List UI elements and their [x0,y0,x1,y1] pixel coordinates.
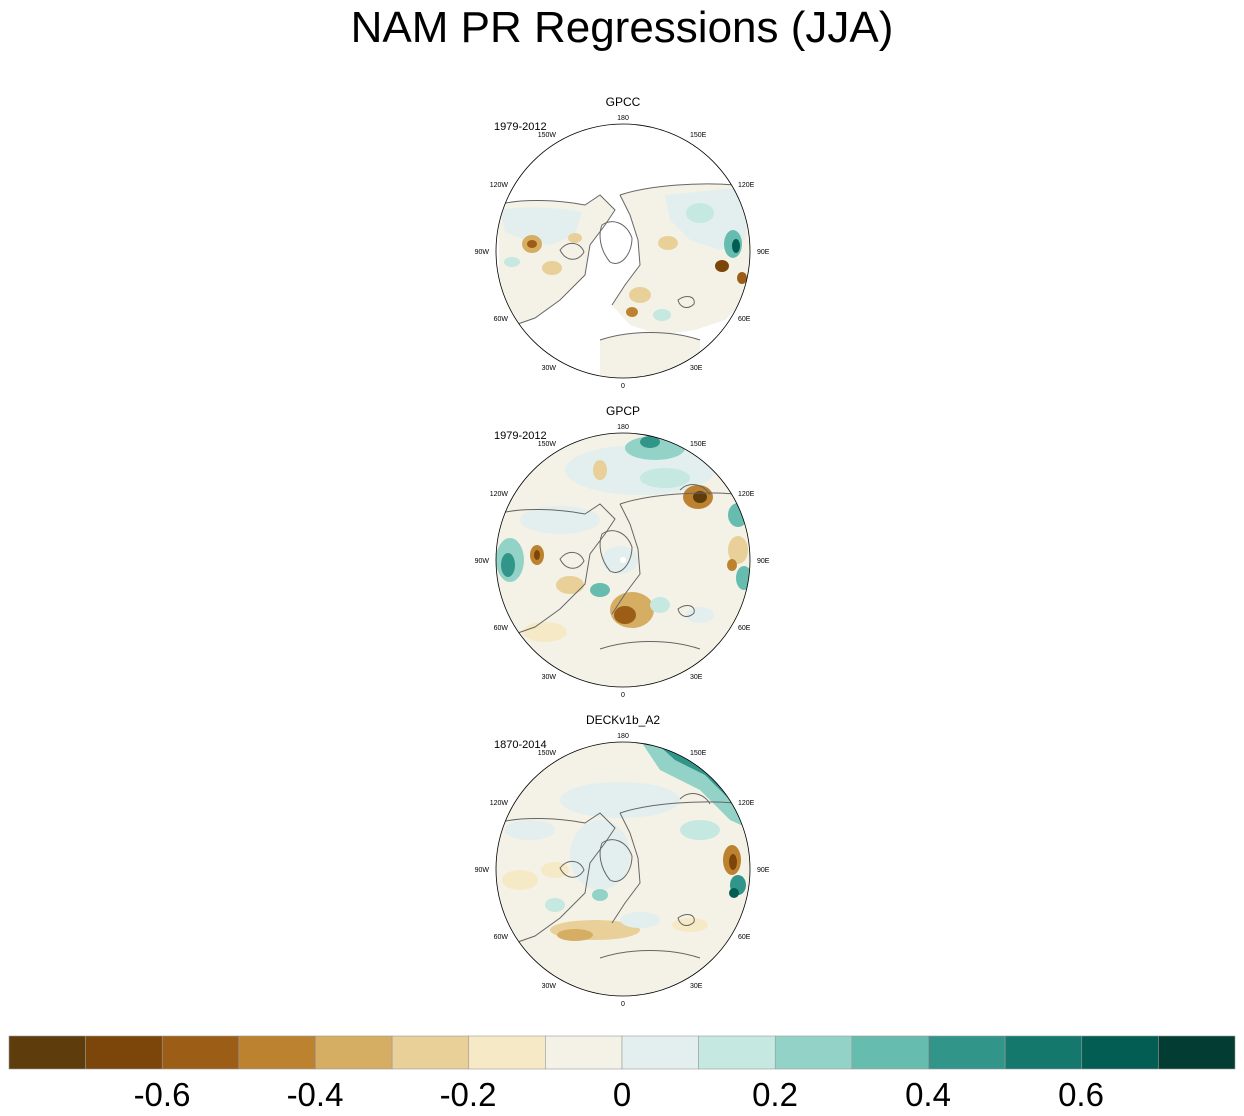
colorbar-tick-label: -0.2 [440,1076,497,1113]
lon-label: 120W [490,800,509,807]
panel-period: 1870-2014 [494,739,547,751]
lon-label: 120W [490,491,509,498]
lon-label: 0 [621,1001,625,1008]
lon-label: 0 [621,383,625,390]
lon-label: 30W [542,365,557,372]
lon-label: 180 [617,115,629,122]
colorbar-box [1158,1035,1236,1070]
lon-label: 30E [690,983,703,990]
lon-label: 180 [617,424,629,431]
colorbar-tick-label: 0.6 [1058,1076,1104,1113]
lon-label: 60E [738,316,751,323]
colorbar-box [774,1035,853,1070]
lon-label: 60W [494,625,509,632]
lon-label: 30E [690,365,703,372]
lon-label: 120E [738,182,755,189]
colorbar-box [698,1035,776,1070]
lon-label: 30W [542,983,557,990]
lon-label: 90W [475,249,490,256]
colorbar-tick-labels: -0.6 -0.4 -0.2 0 0.2 0.4 0.6 [134,1076,1104,1113]
colorbar-box [1081,1035,1159,1070]
lon-label: 150E [690,750,707,757]
lon-label: 30E [690,674,703,681]
regression-field [496,124,750,378]
lon-label: 60W [494,316,509,323]
lon-label: 180 [617,733,629,740]
longitude-labels: 180 150E 120E 90E 60E 30E 0 30W 60W 90W … [475,733,770,1008]
colorbar-tick-label: 0.2 [752,1076,798,1113]
lon-label: 90W [475,867,490,874]
colorbar-box [85,1035,163,1070]
colorbar-box [1004,1035,1083,1070]
lon-label: 60E [738,625,751,632]
colorbar-box [545,1035,623,1070]
lon-label: 60E [738,934,751,941]
colorbar-box [161,1035,240,1070]
colorbar-tick-label: -0.6 [134,1076,191,1113]
lon-label: 150W [538,750,557,757]
colorbar-tick-label: -0.4 [287,1076,344,1113]
lon-label: 120W [490,182,509,189]
colorbar-box [928,1035,1006,1070]
lon-label: 90E [757,249,770,256]
lon-label: 0 [621,692,625,699]
colorbar-box [238,1035,316,1070]
colorbar-box [468,1035,546,1070]
figure-title: NAM PR Regressions (JJA) [350,3,894,52]
panel-title: DECKv1b_A2 [586,713,660,727]
panel-gpcp: GPCP 1979-2012 [475,404,770,699]
lon-label: 90E [757,558,770,565]
lon-label: 150E [690,441,707,448]
lon-label: 150W [538,441,557,448]
colorbar-tick-label: 0 [613,1076,631,1113]
colorbar-box [315,1035,393,1070]
panel-deckv1b-a2: DECKv1b_A2 1870-2014 [475,713,770,1008]
lon-label: 90W [475,558,490,565]
longitude-labels: 180 150E 120E 90E 60E 30E 0 30W 60W 90W … [475,115,770,390]
panel-title: GPCC [606,95,641,109]
panel-period: 1979-2012 [494,121,547,133]
lon-label: 150E [690,132,707,139]
lon-label: 150W [538,132,557,139]
colorbar [8,1035,1236,1070]
colorbar-tick-label: 0.4 [905,1076,951,1113]
lon-label: 30W [542,674,557,681]
colorbar-box [851,1035,929,1070]
colorbar-box [621,1035,699,1070]
lon-label: 120E [738,491,755,498]
lon-label: 120E [738,800,755,807]
panel-title: GPCP [606,404,640,418]
colorbar-box [8,1035,86,1070]
panel-gpcc: GPCC 1979-2012 [475,95,770,390]
lon-label: 90E [757,867,770,874]
longitude-labels: 180 150E 120E 90E 60E 30E 0 30W 60W 90W … [475,424,770,699]
colorbar-box [391,1035,470,1070]
panel-period: 1979-2012 [494,430,547,442]
lon-label: 60W [494,934,509,941]
